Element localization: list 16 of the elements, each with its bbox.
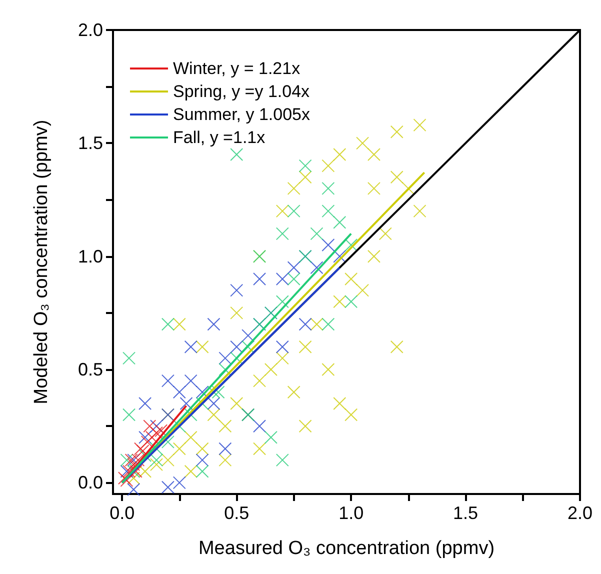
legend-label: Summer, y 1.005x <box>173 105 311 124</box>
legend-label: Fall, y =1.1x <box>173 128 266 147</box>
x-tick-label: 2.0 <box>567 503 593 523</box>
y-tick-label: 1.5 <box>78 133 103 154</box>
y-tick-label: 0.5 <box>78 360 103 380</box>
x-tick-label: 0.0 <box>110 503 135 523</box>
x-axis-title: Measured O₃ concentration (ppmv) <box>198 538 495 559</box>
y-tick-label: 1.0 <box>78 246 103 266</box>
legend-label: Spring, y =y 1.04x <box>173 82 310 101</box>
y-axis-title: Modeled O₃ concentration (ppmv) <box>31 120 52 404</box>
legend-label: Winter, y = 1.21x <box>173 59 301 78</box>
y-tick-label: 2.0 <box>78 20 103 40</box>
y-tick-label: 0.0 <box>78 472 103 493</box>
x-tick-label: 0.5 <box>224 503 250 523</box>
x-tick-label: 1.0 <box>338 503 364 523</box>
x-tick-label: 1.5 <box>453 503 478 523</box>
